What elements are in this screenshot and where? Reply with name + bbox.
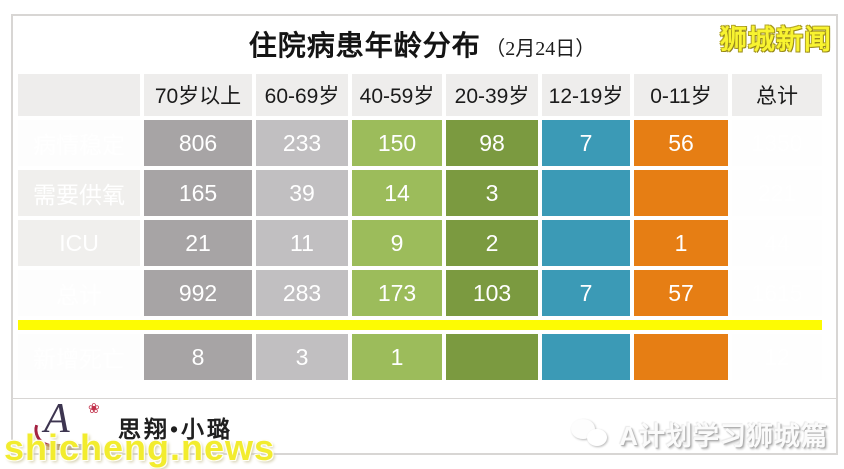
header-20-39: 20-39岁: [446, 74, 538, 116]
cell-value: 233: [256, 120, 348, 166]
table-row-icu: ICU 21 11 9 2 1 44: [18, 220, 822, 266]
row-label: 新增死亡: [18, 334, 140, 380]
cell-value: 150: [352, 120, 442, 166]
cell-value: 14: [352, 170, 442, 216]
cell-value: 103: [446, 270, 538, 316]
author-name: 思翔•小璐: [118, 417, 234, 442]
table-row-oxygen: 需要供氧 165 39 14 3 221: [18, 170, 822, 216]
cell-value: [542, 220, 630, 266]
cell-value: 8: [144, 334, 252, 380]
title-text: 住院病患年龄分布: [248, 30, 481, 61]
header-0-11: 0-11岁: [634, 74, 728, 116]
cell-value: 7: [542, 120, 630, 166]
site-watermark: shicheng.news: [4, 427, 276, 468]
row-label: ICU: [18, 220, 140, 266]
row-total: 221: [732, 170, 822, 216]
page-title: 住院病患年龄分布 （2月24日）: [12, 24, 832, 64]
table-header-row: 70岁以上 60-69岁 40-59岁 20-39岁 12-19岁 0-11岁 …: [18, 74, 822, 116]
table-row-subtotal: 总计 992 283 173 103 7 57 1615: [18, 270, 822, 316]
age-distribution-table: 70岁以上 60-69岁 40-59岁 20-39岁 12-19岁 0-11岁 …: [14, 70, 826, 384]
cell-value: 57: [634, 270, 728, 316]
header-60-69: 60-69岁: [256, 74, 348, 116]
wechat-icon: [571, 418, 611, 451]
row-total: 12: [732, 334, 822, 380]
cell-value: 1: [352, 334, 442, 380]
cell-value: 7: [542, 270, 630, 316]
cell-value: 283: [256, 270, 348, 316]
cell-value: 806: [144, 120, 252, 166]
cell-value: 56: [634, 120, 728, 166]
row-label: 需要供氧: [18, 170, 140, 216]
row-label: 病情稳定: [18, 120, 140, 166]
news-watermark: 狮城新闻: [720, 25, 832, 55]
cell-value: 3: [446, 170, 538, 216]
cell-value: [634, 170, 728, 216]
table-row-stable: 病情稳定 806 233 150 98 7 56 1350: [18, 120, 822, 166]
cell-value: 992: [144, 270, 252, 316]
header-empty-cell: [18, 74, 140, 116]
title-date: （2月24日）: [485, 38, 596, 60]
header-70plus: 70岁以上: [144, 74, 252, 116]
channel-name: A计划学习狮城篇: [619, 421, 828, 451]
footer-divider: [13, 398, 838, 399]
logo-strip: [46, 444, 98, 450]
cell-value: [446, 334, 538, 380]
cell-value: 1: [634, 220, 728, 266]
logo-letter-a: A: [44, 396, 70, 442]
sixiang-logo: A ❀: [29, 398, 116, 452]
row-total: 1350: [732, 120, 822, 166]
cell-value: [542, 334, 630, 380]
header-total: 总计: [732, 74, 822, 116]
wechat-channel: A计划学习狮城篇: [571, 416, 828, 453]
cell-value: 11: [256, 220, 348, 266]
cell-value: 39: [256, 170, 348, 216]
cell-value: [542, 170, 630, 216]
header-40-59: 40-59岁: [352, 74, 442, 116]
table-row-deaths: 新增死亡 8 3 1 12: [18, 334, 822, 380]
header-12-19: 12-19岁: [542, 74, 630, 116]
row-total: 44: [732, 220, 822, 266]
cell-value: 173: [352, 270, 442, 316]
separator-row: [18, 320, 822, 330]
cell-value: 165: [144, 170, 252, 216]
yellow-divider: [18, 320, 822, 330]
cell-value: 9: [352, 220, 442, 266]
logo-flower-icon: ❀: [88, 400, 100, 416]
cell-value: 3: [256, 334, 348, 380]
cell-value: 98: [446, 120, 538, 166]
cell-value: 21: [144, 220, 252, 266]
row-total: 1615: [732, 270, 822, 316]
cell-value: [634, 334, 728, 380]
cell-value: 2: [446, 220, 538, 266]
row-label: 总计: [18, 270, 140, 316]
